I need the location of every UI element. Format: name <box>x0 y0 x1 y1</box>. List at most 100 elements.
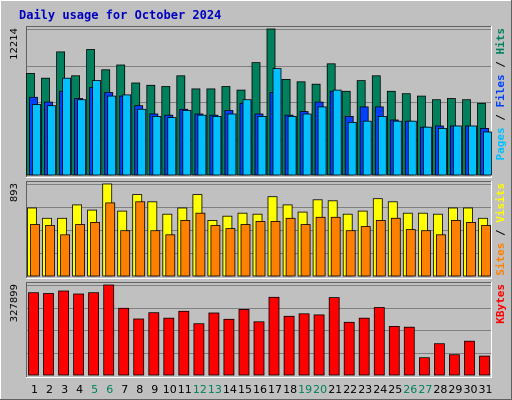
bar-pages-day-11 <box>182 110 192 176</box>
bar-sites-day-25 <box>390 217 401 277</box>
x-tick-label-day-28: 28 <box>433 383 447 396</box>
x-tick-label-day-31: 31 <box>479 383 493 396</box>
x-tick-label-day-1: 1 <box>31 383 38 396</box>
bar-pages-day-22 <box>347 122 357 176</box>
bar-pages-day-26 <box>407 120 417 176</box>
bar-sites-day-4 <box>75 224 85 277</box>
bar-sites-day-13 <box>210 225 221 277</box>
bar-kbytes-day-29 <box>448 354 460 376</box>
bar-pages-day-6 <box>107 95 117 176</box>
bar-kbytes-day-16 <box>253 321 265 376</box>
bar-sites-day-23 <box>360 226 371 277</box>
bar-pages-day-23 <box>362 120 372 176</box>
x-tick-label-day-10: 10 <box>163 383 177 396</box>
x-tick-label-day-29: 29 <box>448 383 462 396</box>
y-max-label: 12214 <box>9 28 20 60</box>
bar-pages-day-15 <box>242 99 252 176</box>
x-tick-label-day-24: 24 <box>373 383 387 396</box>
bar-sites-day-19 <box>300 224 311 277</box>
bar-sites-day-12 <box>195 212 206 277</box>
bar-pages-day-20 <box>317 106 327 176</box>
bar-sites-day-27 <box>420 230 431 277</box>
bar-pages-day-3 <box>62 77 71 176</box>
x-tick-label-day-8: 8 <box>136 383 143 396</box>
bar-pages-day-2 <box>47 105 56 176</box>
bar-pages-day-19 <box>302 113 312 176</box>
bar-sites-day-29 <box>450 219 461 277</box>
bar-pages-day-17 <box>272 68 282 176</box>
bar-pages-day-21 <box>332 89 342 176</box>
bar-pages-day-25 <box>392 120 402 176</box>
bar-kbytes-day-20 <box>313 314 325 376</box>
x-tick-label-day-22: 22 <box>343 383 357 396</box>
bar-sites-day-7 <box>120 230 131 277</box>
panel-visits-sites: 893 Sites / Visits <box>9 181 507 279</box>
x-tick-label-day-14: 14 <box>223 383 237 396</box>
bar-kbytes-day-26 <box>403 326 415 376</box>
bar-kbytes-day-1 <box>28 292 39 376</box>
bar-kbytes-day-5 <box>88 292 99 376</box>
chart-panels: 12214 Pages / Files / Hits 893 Sites / Visi… <box>9 26 507 378</box>
y-max-label: 327899 <box>9 284 20 322</box>
bar-sites-day-21 <box>330 216 341 277</box>
x-tick-label-day-27: 27 <box>418 383 432 396</box>
bar-kbytes-day-4 <box>73 293 84 376</box>
series-legend: Sites / Visits <box>494 183 507 276</box>
bar-kbytes-day-8 <box>133 318 145 376</box>
bar-pages-day-10 <box>167 117 177 176</box>
bar-kbytes-day-23 <box>358 317 370 376</box>
bar-sites-day-6 <box>105 202 116 277</box>
bar-sites-day-1 <box>30 224 40 277</box>
x-tick-label-day-20: 20 <box>313 383 327 396</box>
x-tick-label-day-26: 26 <box>403 383 417 396</box>
series-legend: KBytes <box>494 284 507 324</box>
bar-pages-day-5 <box>92 80 101 176</box>
bar-kbytes-day-14 <box>223 318 235 376</box>
x-tick-label-day-23: 23 <box>358 383 372 396</box>
y-max-label: 893 <box>9 183 20 202</box>
x-tick-label-day-12: 12 <box>193 383 207 396</box>
bar-kbytes-day-7 <box>118 307 130 376</box>
x-axis-labels: 1 2 3 4 5 6 7 8 9 10 11 12 13 14 15 16 17 18 19 20 21 22 23 24 2… <box>31 383 493 396</box>
bar-pages-day-9 <box>152 116 162 176</box>
bar-kbytes-day-21 <box>328 297 340 376</box>
bar-kbytes-day-24 <box>373 307 385 376</box>
bar-sites-day-31 <box>481 225 491 277</box>
bar-pages-day-14 <box>227 113 237 176</box>
bar-kbytes-day-3 <box>58 290 69 376</box>
x-tick-label-day-25: 25 <box>388 383 402 396</box>
bar-sites-day-10 <box>165 234 176 277</box>
x-tick-label-day-5: 5 <box>91 383 98 396</box>
x-tick-label-day-13: 13 <box>208 383 222 396</box>
bar-pages-day-29 <box>452 125 462 176</box>
bar-pages-day-18 <box>287 116 297 176</box>
bar-pages-day-13 <box>212 116 222 176</box>
bar-pages-day-30 <box>468 125 477 176</box>
bar-kbytes-day-2 <box>43 293 54 376</box>
bar-sites-day-22 <box>345 230 356 277</box>
x-tick-label-day-11: 11 <box>178 383 192 396</box>
bar-kbytes-day-27 <box>418 357 430 376</box>
bar-kbytes-day-6 <box>103 284 115 376</box>
bar-kbytes-day-12 <box>193 323 205 376</box>
bar-sites-day-18 <box>285 217 296 277</box>
bar-kbytes-day-11 <box>178 310 190 376</box>
x-tick-label-day-4: 4 <box>76 383 83 396</box>
x-tick-label-day-15: 15 <box>238 383 252 396</box>
bar-kbytes-day-9 <box>148 312 160 376</box>
bar-sites-day-30 <box>466 221 476 277</box>
bar-sites-day-3 <box>60 234 70 277</box>
bar-kbytes-day-25 <box>388 325 400 376</box>
bar-kbytes-day-13 <box>208 312 220 376</box>
bar-sites-day-14 <box>225 228 236 277</box>
x-tick-label-day-16: 16 <box>253 383 267 396</box>
x-tick-label-day-7: 7 <box>121 383 128 396</box>
x-tick-label-day-18: 18 <box>283 383 297 396</box>
bar-kbytes-day-10 <box>163 317 175 376</box>
bar-sites-day-16 <box>255 220 266 277</box>
series-legend: Pages / Files / Hits <box>494 28 507 161</box>
bar-sites-day-15 <box>240 224 251 277</box>
bar-kbytes-day-28 <box>433 343 445 376</box>
x-tick-label-day-17: 17 <box>268 383 282 396</box>
